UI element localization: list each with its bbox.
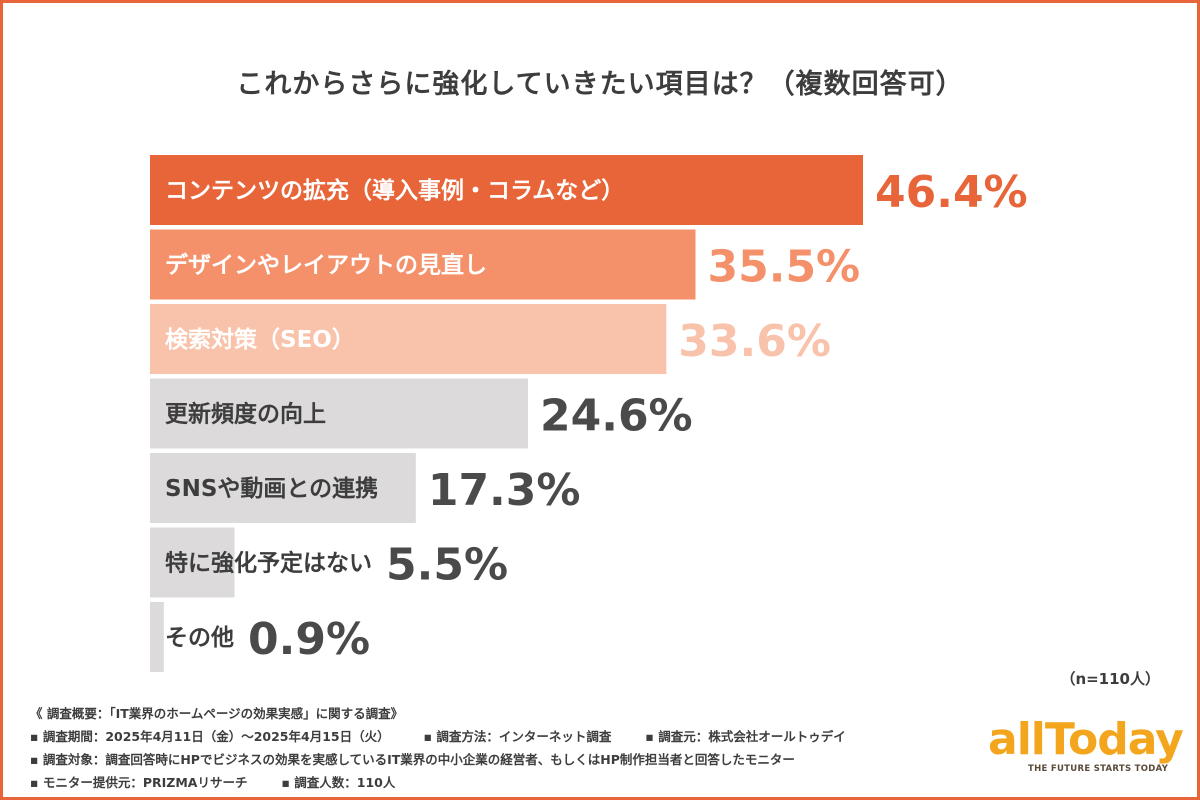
value-label-6: 5.5%	[386, 540, 508, 591]
footnote-provider: ▪ モニター提供元：PRIZMAリサーチ	[30, 775, 248, 790]
footnote-overview: 《 調査概要：「IT業界のホームページの効果実感」に関する調査》	[30, 706, 404, 721]
category-label-5: SNSや動画との連携	[165, 475, 378, 502]
footnote-method: ▪ 調査方法：インターネット調査	[423, 729, 612, 744]
footnote-respondents: ▪ 調査人数：110人	[281, 775, 396, 790]
footnote-organizer: ▪ 調査元：株式会社オールトゥデイ	[645, 729, 846, 744]
bar-7	[150, 602, 164, 672]
footnote-row-3: ▪ モニター提供元：PRIZMAリサーチ ▪ 調査人数：110人	[30, 771, 980, 794]
bar-5	[150, 453, 416, 523]
bar-3	[150, 304, 667, 374]
category-label-2: デザインやレイアウトの見直し	[165, 252, 487, 279]
value-label-3: 33.6%	[678, 316, 831, 367]
survey-footnotes: 《 調査概要：「IT業界のホームページの効果実感」に関する調査》 ▪ 調査期間：…	[30, 702, 980, 794]
category-label-1: コンテンツの拡充（導入事例・コラムなど）	[165, 177, 624, 204]
alltoday-logo: allToday THE FUTURE STARTS TODAY	[988, 718, 1188, 788]
value-label-4: 24.6%	[540, 391, 693, 442]
logo-wordmark: allToday	[988, 714, 1184, 765]
value-label-2: 35.5%	[708, 242, 861, 293]
bar-1	[150, 155, 863, 225]
bar-6	[150, 527, 235, 598]
category-label-4: 更新頻度の向上	[165, 401, 326, 428]
logo-tagline: THE FUTURE STARTS TODAY	[1028, 764, 1169, 774]
category-label-6: 特に強化予定はない	[165, 550, 372, 577]
footnote-row-1: ▪ 調査期間：2025年4月11日（金）〜2025年4月15日（火） ▪ 調査方法…	[30, 725, 980, 748]
category-label-7: その他	[165, 625, 234, 651]
footnote-period: ▪ 調査期間：2025年4月11日（金）〜2025年4月15日（火）	[30, 729, 390, 744]
bar-4	[150, 378, 529, 449]
footnote-target: ▪ 調査対象：調査回答時にHPでビジネスの効果を実感しているIT業界の中小企業の…	[30, 752, 795, 767]
category-label-3: 検索対策（SEO）	[165, 326, 355, 353]
chart-title: これからさらに強化していきたい項目は？（複数回答可）	[236, 69, 964, 100]
value-label-1: 46.4%	[875, 167, 1028, 218]
sample-size-note: （n=110人）	[1060, 670, 1160, 688]
value-label-5: 17.3%	[428, 465, 581, 516]
value-label-7: 0.9%	[248, 614, 370, 665]
bar-2	[150, 229, 696, 300]
